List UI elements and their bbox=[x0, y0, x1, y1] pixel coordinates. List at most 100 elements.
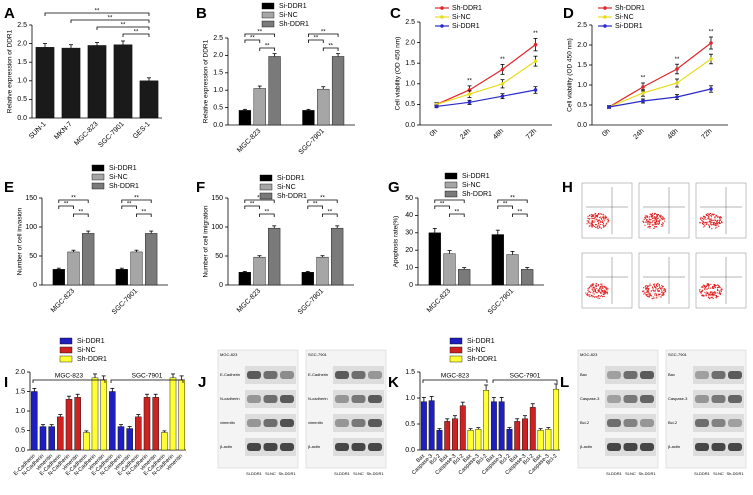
flow-dot bbox=[699, 291, 702, 293]
blot-row-label: Bax bbox=[580, 372, 587, 377]
flow-dot bbox=[652, 221, 654, 223]
bar bbox=[483, 390, 490, 451]
flow-dot bbox=[644, 293, 647, 295]
y-axis-label: Number of cell invasion bbox=[17, 207, 24, 275]
flow-dot bbox=[661, 216, 664, 218]
x-tick-label: Bax bbox=[439, 453, 450, 464]
flow-dot bbox=[647, 285, 649, 288]
flow-dot bbox=[711, 294, 713, 296]
flow-dot bbox=[713, 294, 715, 296]
flow-dot bbox=[654, 221, 657, 224]
flow-dot bbox=[600, 289, 603, 291]
flow-dot bbox=[662, 291, 664, 293]
bar bbox=[553, 388, 560, 451]
blot-row-label: Caspase-3 bbox=[668, 396, 688, 401]
flow-dot bbox=[602, 217, 605, 219]
flow-plot bbox=[695, 252, 747, 309]
blot-band bbox=[263, 371, 278, 379]
flow-dot bbox=[602, 215, 604, 217]
flow-dot bbox=[596, 287, 598, 290]
flow-dot bbox=[642, 220, 644, 222]
flow-dot bbox=[649, 224, 651, 226]
flow-dot bbox=[599, 297, 601, 300]
flow-dot bbox=[713, 224, 715, 226]
flow-dot bbox=[721, 288, 723, 290]
flow-dot bbox=[710, 223, 712, 225]
legend-swatch bbox=[444, 190, 458, 198]
y-axis-label: Relative expression of DDR1 bbox=[7, 29, 14, 113]
marker bbox=[675, 95, 679, 99]
significance-label: ** bbox=[313, 202, 318, 208]
bar bbox=[126, 428, 133, 451]
significance-bracket bbox=[449, 213, 465, 217]
bar bbox=[143, 397, 151, 451]
legend-swatch bbox=[449, 337, 463, 345]
y-tick-label: 0 bbox=[219, 282, 223, 289]
blot-band bbox=[280, 419, 294, 427]
significance-bracket bbox=[44, 12, 150, 16]
legend-label: Si-DDR1 bbox=[467, 338, 495, 345]
flow-dot bbox=[649, 227, 651, 229]
flow-plot bbox=[638, 182, 690, 239]
flow-dot bbox=[589, 290, 591, 292]
bar bbox=[521, 269, 534, 286]
flow-dot bbox=[603, 216, 605, 218]
flow-dot bbox=[708, 286, 710, 288]
legend-marker bbox=[603, 15, 607, 19]
y-tick-label: 0.0 bbox=[405, 447, 415, 454]
bar bbox=[130, 251, 143, 286]
blot-band bbox=[728, 395, 742, 403]
flow-dot bbox=[588, 295, 590, 297]
flow-dot bbox=[719, 287, 721, 289]
line bbox=[436, 44, 536, 105]
blot-row-label: Caspase-3 bbox=[580, 396, 600, 401]
flow-dot bbox=[714, 219, 717, 222]
flow-dot bbox=[646, 219, 648, 222]
y-tick-label: 0.0 bbox=[17, 115, 27, 122]
group-label: MGC-823 bbox=[441, 373, 470, 380]
significance-bracket bbox=[497, 205, 513, 209]
flow-dot bbox=[708, 294, 710, 296]
flow-dot bbox=[720, 291, 722, 293]
blot-lane-label: Si-NC bbox=[353, 471, 364, 476]
flow-dot bbox=[719, 293, 721, 296]
y-tick-label: 0.0 bbox=[405, 122, 415, 129]
flow-dot bbox=[586, 292, 589, 294]
flow-dot bbox=[661, 223, 663, 225]
legend-marker bbox=[603, 6, 607, 10]
flow-dot bbox=[599, 216, 602, 218]
flow-dot bbox=[607, 287, 609, 289]
legend-label: Si-DDR1 bbox=[109, 165, 137, 172]
flow-dot bbox=[603, 218, 605, 220]
y-tick-label: 2.5 bbox=[213, 35, 223, 42]
legend-label: Sh-DDR1 bbox=[109, 183, 139, 190]
bar bbox=[253, 88, 266, 126]
flow-dot bbox=[699, 289, 701, 291]
bar bbox=[57, 416, 64, 451]
flow-dot bbox=[650, 222, 652, 224]
bar bbox=[522, 418, 528, 451]
flow-dot bbox=[601, 288, 603, 290]
blot-band bbox=[640, 371, 654, 379]
marker bbox=[675, 67, 679, 71]
panel-letter: J bbox=[198, 374, 206, 391]
legend-label: Sh-DDR1 bbox=[462, 191, 492, 198]
significance-label: ** bbox=[79, 210, 84, 216]
flow-dot bbox=[647, 220, 649, 222]
flow-dot bbox=[705, 285, 708, 288]
flow-dot bbox=[700, 216, 702, 218]
flow-dot bbox=[599, 220, 601, 222]
x-tick-label: MGC-823 bbox=[426, 288, 452, 314]
flow-dot bbox=[604, 218, 606, 220]
flow-dot bbox=[599, 295, 601, 297]
legend-label: Si-DDR1 bbox=[77, 338, 105, 345]
flow-dot bbox=[698, 290, 701, 292]
flow-dot bbox=[705, 218, 707, 221]
flow-dot bbox=[714, 295, 716, 297]
flow-dot bbox=[653, 294, 656, 296]
flow-dot bbox=[651, 297, 653, 300]
flow-dot bbox=[601, 292, 603, 294]
flow-dot bbox=[589, 294, 591, 296]
marker bbox=[533, 59, 538, 63]
flow-dot bbox=[602, 220, 604, 222]
